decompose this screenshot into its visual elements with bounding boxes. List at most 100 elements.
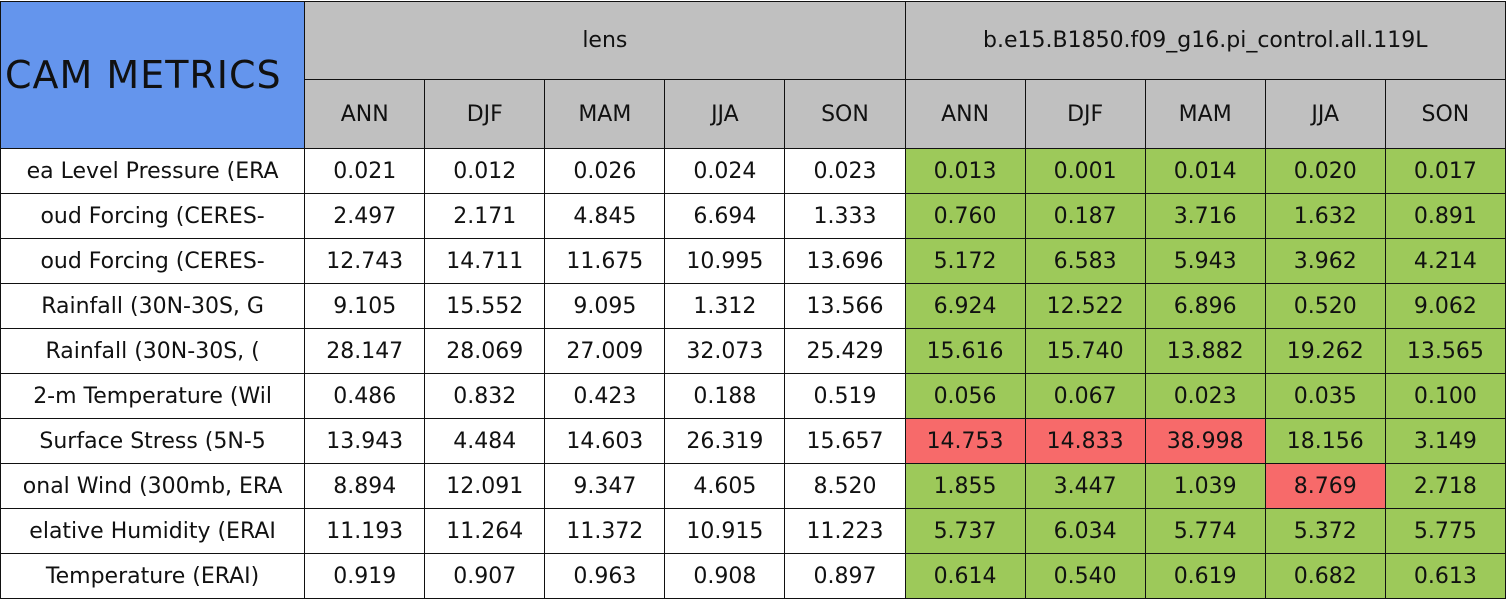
row-label: Rainfall (30N-30S, ( — [0, 328, 306, 374]
row-label-text: onal Wind (300mb, ERA — [22, 473, 283, 499]
value-cell: 26.319 — [664, 418, 786, 464]
value-cell: 6.896 — [1144, 283, 1266, 329]
value-cell: 15.616 — [904, 328, 1026, 374]
value-cell: 15.552 — [424, 283, 546, 329]
value-cell: 0.187 — [1024, 193, 1146, 239]
value-cell: 11.223 — [784, 508, 906, 554]
value-cell: 0.188 — [664, 373, 786, 419]
value-cell: 0.908 — [664, 553, 786, 599]
table-row: oud Forcing (CERES- 2.497 2.171 4.845 6.694 1… — [0, 193, 1507, 239]
value-cell: 3.447 — [1024, 463, 1146, 509]
row-label: Rainfall (30N-30S, G — [0, 283, 306, 329]
row-label-text: elative Humidity (ERAI — [29, 518, 276, 544]
value-cell: 4.484 — [424, 418, 546, 464]
value-cell: 11.193 — [304, 508, 426, 554]
value-cell: 9.095 — [544, 283, 666, 329]
season-header: MAM — [1144, 79, 1266, 149]
value-cell: 0.013 — [904, 148, 1026, 194]
value-cell: 2.171 — [424, 193, 546, 239]
value-cell: 19.262 — [1264, 328, 1386, 374]
group-header: b.e15.B1850.f09_g16.pi_control.all.119L — [904, 1, 1507, 80]
value-cell: 8.894 — [304, 463, 426, 509]
value-cell: 3.716 — [1144, 193, 1266, 239]
table-row: elative Humidity (ERAI 11.193 11.264 11.372… — [0, 508, 1507, 554]
value-cell: 0.897 — [784, 553, 906, 599]
value-cell: 8.769 — [1264, 463, 1386, 509]
value-cell: 14.711 — [424, 238, 546, 284]
value-cell: 0.001 — [1024, 148, 1146, 194]
value-cell: 0.023 — [1144, 373, 1266, 419]
value-cell: 28.147 — [304, 328, 426, 374]
value-cell: 0.832 — [424, 373, 546, 419]
value-cell: 13.565 — [1384, 328, 1507, 374]
value-cell: 9.105 — [304, 283, 426, 329]
row-label: ea Level Pressure (ERA — [0, 148, 306, 194]
value-cell: 0.026 — [544, 148, 666, 194]
season-header: JJA — [1264, 79, 1386, 149]
table-row: ea Level Pressure (ERA 0.021 0.012 0.026 0.0… — [0, 148, 1507, 194]
value-cell: 1.039 — [1144, 463, 1266, 509]
row-label: oud Forcing (CERES- — [0, 193, 306, 239]
row-label-text: 2-m Temperature (Wil — [33, 383, 272, 409]
value-cell: 4.214 — [1384, 238, 1507, 284]
value-cell: 0.056 — [904, 373, 1026, 419]
value-cell: 1.855 — [904, 463, 1026, 509]
row-label-text: Temperature (ERAI) — [45, 563, 260, 589]
value-cell: 0.682 — [1264, 553, 1386, 599]
value-cell: 0.024 — [664, 148, 786, 194]
season-header: DJF — [1024, 79, 1146, 149]
value-cell: 6.034 — [1024, 508, 1146, 554]
value-cell: 6.694 — [664, 193, 786, 239]
table-title: CAM METRICS — [0, 1, 306, 149]
table-row: oud Forcing (CERES- 12.743 14.711 11.675 10.… — [0, 238, 1507, 284]
row-label-text: ea Level Pressure (ERA — [26, 158, 279, 184]
row-label: Surface Stress (5N-5 — [0, 418, 306, 464]
value-cell: 3.962 — [1264, 238, 1386, 284]
group-header: lens — [304, 1, 906, 80]
value-cell: 0.017 — [1384, 148, 1507, 194]
table-row: Surface Stress (5N-5 13.943 4.484 14.603 26.… — [0, 418, 1507, 464]
value-cell: 2.718 — [1384, 463, 1507, 509]
season-header: SON — [784, 79, 906, 149]
value-cell: 0.891 — [1384, 193, 1507, 239]
season-header: ANN — [304, 79, 426, 149]
value-cell: 1.312 — [664, 283, 786, 329]
value-cell: 14.833 — [1024, 418, 1146, 464]
value-cell: 0.100 — [1384, 373, 1507, 419]
value-cell: 0.613 — [1384, 553, 1507, 599]
season-header: DJF — [424, 79, 546, 149]
row-label-text: oud Forcing (CERES- — [40, 248, 265, 274]
row-label-text: oud Forcing (CERES- — [40, 203, 265, 229]
value-cell: 38.998 — [1144, 418, 1266, 464]
row-label: elative Humidity (ERAI — [0, 508, 306, 554]
value-cell: 10.915 — [664, 508, 786, 554]
value-cell: 4.605 — [664, 463, 786, 509]
value-cell: 13.882 — [1144, 328, 1266, 374]
value-cell: 0.614 — [904, 553, 1026, 599]
value-cell: 6.583 — [1024, 238, 1146, 284]
row-label: onal Wind (300mb, ERA — [0, 463, 306, 509]
value-cell: 18.156 — [1264, 418, 1386, 464]
row-label-text: Rainfall (30N-30S, ( — [45, 338, 260, 364]
table-row: Rainfall (30N-30S, (28.147 28.069 27.009 32… — [0, 328, 1507, 374]
table-row: 2-m Temperature (Wil 0.486 0.832 0.423 0.188… — [0, 373, 1507, 419]
value-cell: 25.429 — [784, 328, 906, 374]
value-cell: 9.062 — [1384, 283, 1507, 329]
value-cell: 13.566 — [784, 283, 906, 329]
value-cell: 0.520 — [1264, 283, 1386, 329]
value-cell: 8.520 — [784, 463, 906, 509]
value-cell: 0.023 — [784, 148, 906, 194]
value-cell: 0.760 — [904, 193, 1026, 239]
value-cell: 13.696 — [784, 238, 906, 284]
value-cell: 13.943 — [304, 418, 426, 464]
value-cell: 0.519 — [784, 373, 906, 419]
value-cell: 6.924 — [904, 283, 1026, 329]
value-cell: 12.091 — [424, 463, 546, 509]
value-cell: 12.743 — [304, 238, 426, 284]
row-label: oud Forcing (CERES- — [0, 238, 306, 284]
value-cell: 0.907 — [424, 553, 546, 599]
value-cell: 14.753 — [904, 418, 1026, 464]
row-label: 2-m Temperature (Wil — [0, 373, 306, 419]
value-cell: 11.675 — [544, 238, 666, 284]
